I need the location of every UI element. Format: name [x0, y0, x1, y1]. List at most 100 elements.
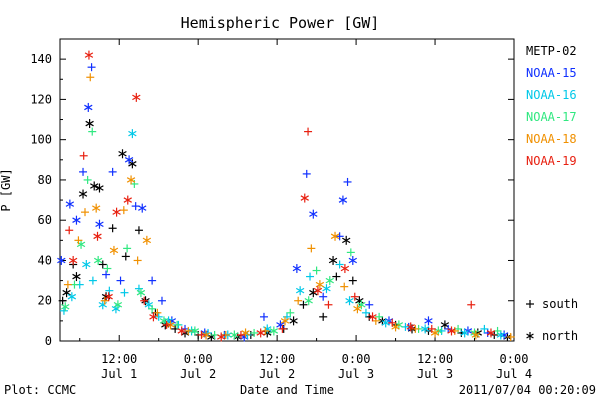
data-point-metp-02-south	[348, 276, 357, 285]
data-point-noaa-19-south	[467, 300, 476, 309]
data-point-noaa-16-north	[345, 296, 354, 306]
data-point-metp-02-north	[342, 235, 351, 245]
data-point-noaa-16-south	[306, 272, 315, 281]
data-point-noaa-15-south	[259, 312, 268, 321]
x-tick-time-label: 0:00	[342, 352, 371, 366]
data-point-noaa-16-north	[381, 318, 390, 328]
data-point-noaa-18-north	[430, 328, 440, 338]
data-point-noaa-17-south	[375, 312, 384, 321]
data-point-noaa-15-south	[108, 167, 117, 176]
data-point-noaa-15-south	[116, 276, 125, 285]
data-point-noaa-17-north	[304, 296, 313, 306]
data-point-noaa-15-south	[148, 276, 157, 285]
y-tick-label: 20	[38, 294, 52, 308]
data-point-noaa-18-south	[100, 296, 109, 305]
data-point-noaa-18-north	[330, 231, 340, 241]
plot-credit: Plot: CCMC	[4, 383, 76, 397]
data-point-metp-02-north	[128, 159, 137, 169]
data-point-metp-02-south	[121, 252, 130, 261]
legend-entry-noaa-19: NOAA-19	[526, 154, 577, 168]
data-point-noaa-18-south	[294, 296, 303, 305]
data-point-noaa-19-south	[162, 320, 171, 329]
x-tick-date-label: Jul 3	[338, 367, 374, 381]
data-point-noaa-17-south	[88, 127, 97, 136]
data-point-noaa-15-north	[57, 255, 66, 265]
data-point-noaa-18-north	[471, 330, 481, 340]
data-point-noaa-19-north	[300, 193, 309, 203]
data-point-noaa-19-north	[217, 332, 226, 342]
data-point-noaa-16-south	[154, 312, 163, 321]
data-point-noaa-15-north	[292, 264, 302, 274]
data-point-noaa-18-north	[315, 280, 325, 290]
data-point-noaa-16-south	[335, 260, 344, 269]
data-point-noaa-19-north	[340, 264, 350, 274]
y-axis: 0 20 40 60 80 100 120 140	[30, 38, 514, 348]
data-point-metp-02-south	[299, 300, 308, 309]
plot-timestamp: 2011/07/04 00:20:09	[459, 383, 596, 397]
data-point-noaa-15-north	[424, 316, 433, 326]
data-point-noaa-18-south	[119, 206, 128, 215]
legend: METP-02 NOAA-15 NOAA-16 NOAA-17 NOAA-18 NOAA-…	[526, 44, 577, 168]
data-point-noaa-16-north	[295, 286, 305, 296]
data-point-noaa-19-north	[93, 231, 102, 241]
data-point-noaa-16-north	[144, 300, 154, 310]
data-point-noaa-17-north	[269, 326, 279, 336]
data-point-noaa-16-south	[361, 308, 370, 317]
data-point-noaa-18-south	[411, 324, 420, 333]
data-point-metp-02-north	[95, 183, 104, 193]
data-point-noaa-17-south	[103, 264, 112, 273]
legend-entry-noaa-17: NOAA-17	[526, 110, 577, 124]
y-tick-label: 80	[38, 173, 52, 187]
data-point-noaa-15-north	[309, 209, 318, 219]
data-point-noaa-17-south	[148, 304, 157, 313]
data-point-metp-02-north	[78, 189, 88, 199]
symbol-legend-north: north	[526, 329, 578, 343]
data-point-noaa-15-north	[138, 203, 147, 213]
data-point-noaa-18-south	[221, 330, 230, 339]
x-tick-time-label: 12:00	[101, 352, 137, 366]
data-point-noaa-16-north	[322, 284, 331, 294]
data-points	[57, 50, 515, 342]
data-point-noaa-17-north	[136, 288, 146, 298]
data-point-noaa-19-north	[486, 328, 496, 338]
data-point-noaa-17-south	[312, 266, 321, 275]
data-point-metp-02-south	[134, 226, 143, 235]
data-point-noaa-15-north	[124, 155, 134, 165]
data-point-noaa-16-north	[82, 259, 91, 269]
data-point-noaa-15-south	[302, 169, 311, 178]
data-point-metp-02-north	[85, 119, 94, 129]
data-point-noaa-18-south	[86, 73, 95, 82]
hemisphere-symbol-legend: south north	[526, 297, 578, 343]
data-point-metp-02-north	[328, 255, 338, 265]
data-point-noaa-15-north	[72, 215, 81, 225]
y-tick-label: 0	[45, 334, 52, 348]
data-point-noaa-19-south	[304, 127, 313, 136]
data-point-noaa-19-south	[236, 330, 245, 339]
data-point-noaa-16-north	[460, 328, 469, 338]
y-tick-label: 120	[30, 92, 52, 106]
data-point-noaa-15-south	[87, 63, 96, 72]
data-point-noaa-16-north	[128, 129, 137, 139]
x-tick-time-label: 12:00	[259, 352, 295, 366]
data-point-noaa-19-north	[112, 207, 121, 217]
data-point-noaa-17-south	[286, 308, 295, 317]
data-point-noaa-18-north	[109, 245, 119, 255]
data-point-noaa-18-south	[506, 332, 515, 341]
data-point-noaa-19-south	[324, 300, 333, 309]
data-point-noaa-18-south	[153, 308, 162, 317]
data-point-noaa-19-north	[447, 326, 456, 336]
legend-entry-noaa-16: NOAA-16	[526, 88, 577, 102]
y-tick-label: 40	[38, 253, 52, 267]
data-point-noaa-18-north	[126, 175, 136, 185]
x-tick-date-label: Jul 4	[496, 367, 532, 381]
data-point-noaa-17-north	[325, 276, 334, 286]
data-point-metp-02-north	[289, 316, 298, 326]
data-point-noaa-17-north	[113, 300, 123, 310]
data-point-noaa-19-north	[132, 92, 141, 102]
data-point-noaa-16-south	[88, 276, 97, 285]
data-point-noaa-18-north	[391, 322, 400, 332]
x-tick-date-label: Jul 3	[417, 367, 453, 381]
legend-entry-noaa-15: NOAA-15	[526, 66, 577, 80]
data-point-noaa-18-north	[91, 203, 101, 213]
